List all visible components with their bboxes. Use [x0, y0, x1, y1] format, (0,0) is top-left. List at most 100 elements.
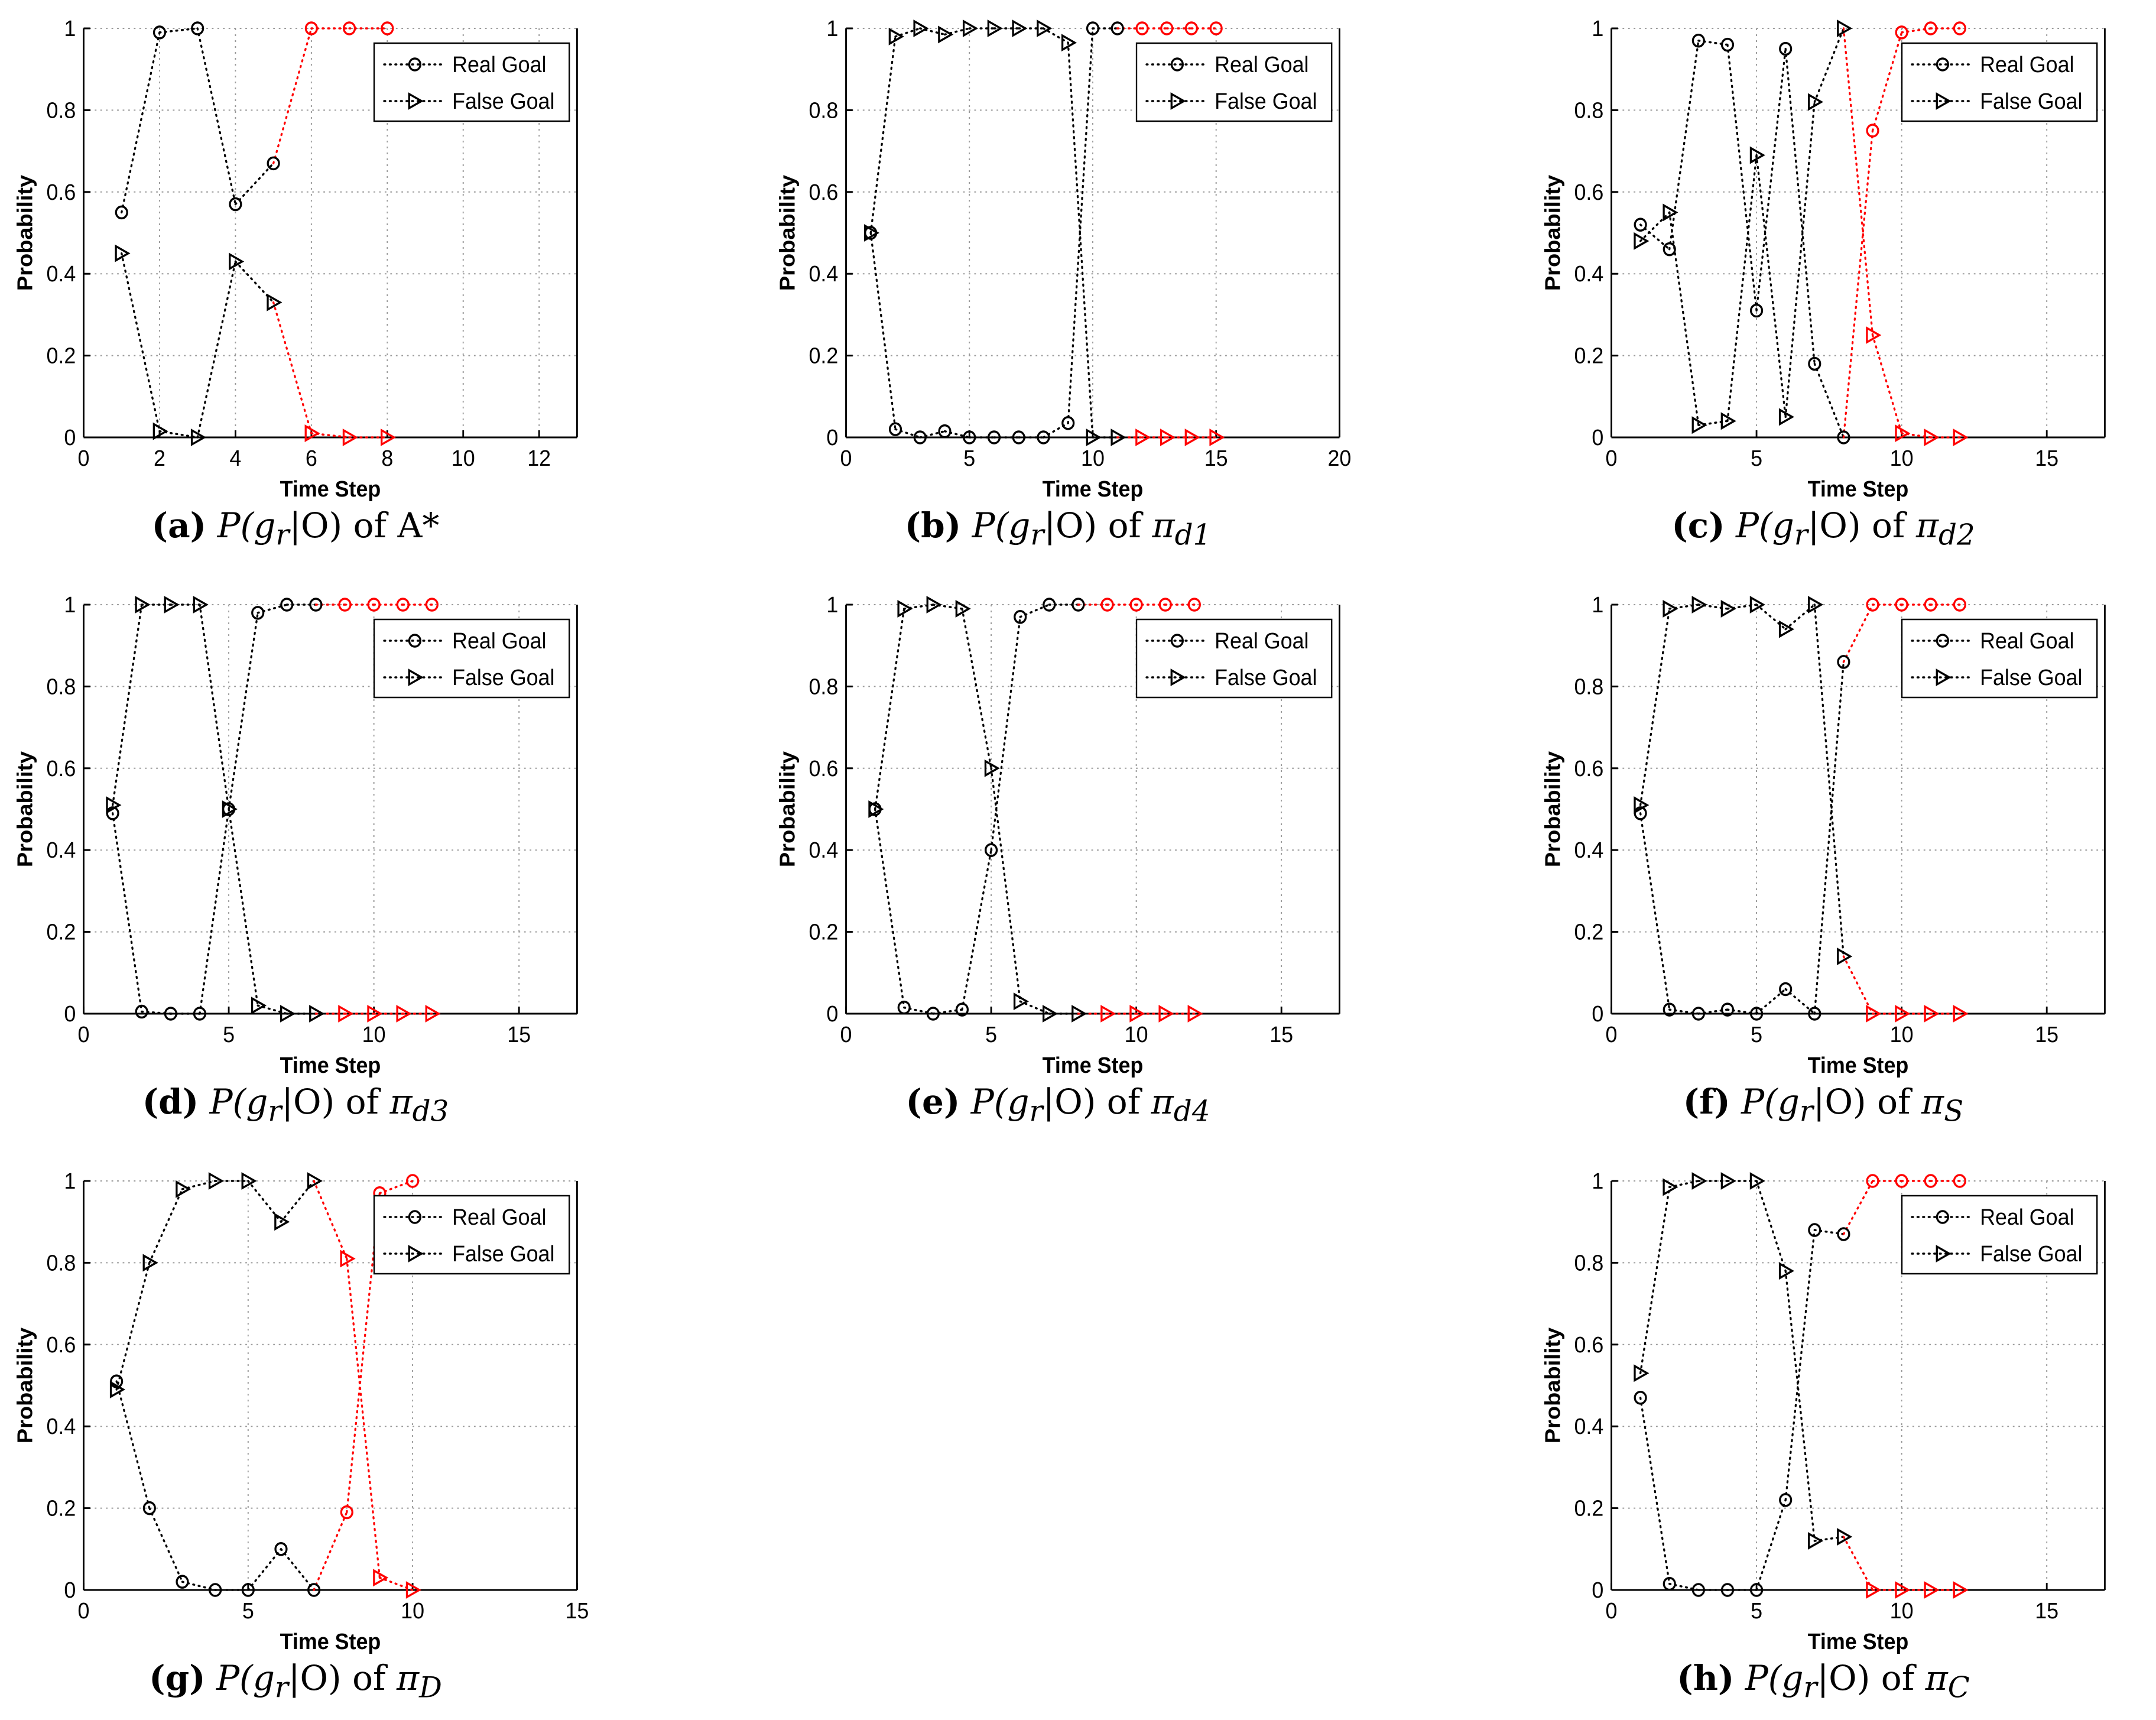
- caption-letter: (h): [1677, 1658, 1735, 1698]
- series-segment: [1842, 1536, 1874, 1591]
- axes: 0 5 10 15 0 0.2 0.4 0.6 0.8 1: [46, 592, 578, 1047]
- grid: [1611, 604, 2105, 1014]
- y-tick-label: 1: [1592, 1169, 1603, 1193]
- series-segment: [1755, 603, 1787, 631]
- x-tick-label: 15: [507, 1022, 531, 1047]
- caption-policy: π: [389, 1082, 413, 1122]
- y-axis-label: Probability: [14, 751, 37, 867]
- series-segment: [346, 1257, 381, 1579]
- x-tick-label: 0: [840, 1022, 852, 1047]
- x-tick-label: 10: [1890, 1022, 1914, 1047]
- legend-box: [373, 1195, 570, 1275]
- data-point: [1691, 1172, 1707, 1190]
- legend-label: Real Goal: [452, 628, 546, 653]
- data-point: [191, 21, 204, 35]
- series-segment: [919, 27, 946, 36]
- x-tick-label: 20: [1327, 446, 1351, 470]
- data-point: [1749, 1007, 1764, 1021]
- data-point: [1720, 1172, 1736, 1190]
- data-point: [1953, 598, 1966, 612]
- legend-marker: [408, 634, 421, 648]
- data-point: [1720, 599, 1736, 618]
- series-segment: [1784, 1270, 1816, 1542]
- caption-expr2: |O) of: [1817, 1658, 1926, 1698]
- series-segment: [247, 1548, 283, 1591]
- data-point: [1100, 598, 1114, 612]
- y-tick-label: 0.6: [808, 180, 838, 205]
- series-segment: [199, 603, 230, 810]
- data-point: [1866, 598, 1879, 612]
- series-segment: [961, 608, 992, 770]
- x-axis-label: Time Step: [1808, 1629, 1909, 1654]
- legend-marker: [1936, 634, 1949, 648]
- series-segment: [1755, 1499, 1787, 1591]
- y-tick-label: 0.2: [46, 1496, 76, 1521]
- data-point: [1895, 1005, 1911, 1023]
- chart-h: 0 5 10 15 0 0.2 0.4 0.6 0.8 1 Time Step Probability…: [1541, 1169, 2106, 1654]
- series-segment: [1639, 1397, 1671, 1585]
- data-point: [1634, 218, 1647, 232]
- legend: Real Goal False Goal: [1135, 618, 1333, 699]
- caption-sub: r: [268, 1095, 282, 1128]
- x-tick-label: 5: [1751, 446, 1762, 470]
- y-tick-label: 0.4: [1574, 838, 1603, 862]
- data-point: [1129, 1005, 1145, 1023]
- data-point: [897, 599, 913, 618]
- x-tick-label: 10: [1890, 446, 1914, 470]
- x-axis-label: Time Step: [280, 1053, 381, 1078]
- caption-expr2: |O) of: [281, 1082, 390, 1122]
- series-segment: [874, 808, 905, 1009]
- caption-letter: (c): [1671, 505, 1725, 546]
- legend-label: False Goal: [1215, 89, 1317, 113]
- data-point: [1209, 429, 1225, 446]
- panel-f: 0 5 10 15 0 0.2 0.4 0.6 0.8 1 Time Step Probability…: [1528, 576, 2119, 1144]
- data-point: [1187, 1005, 1203, 1023]
- series-false-goal: [868, 596, 1203, 1023]
- data-point: [1037, 20, 1053, 37]
- legend-label: False Goal: [1980, 665, 2082, 690]
- x-tick-label: 5: [1751, 1598, 1762, 1623]
- data-point: [164, 1007, 177, 1021]
- series-segment: [1842, 603, 1874, 663]
- y-tick-label: 0: [1592, 425, 1603, 450]
- data-point: [1071, 1005, 1087, 1023]
- y-tick-label: 0: [64, 425, 76, 450]
- caption-policy-sub: C: [1947, 1671, 1970, 1705]
- y-tick-label: 0.8: [46, 674, 76, 699]
- series-segment: [115, 1261, 151, 1391]
- data-point: [1808, 596, 1824, 614]
- x-tick-label: 0: [78, 446, 90, 470]
- panel-h: 0 5 10 15 0 0.2 0.4 0.6 0.8 1 Time Step Probability…: [1528, 1153, 2119, 1720]
- y-tick-label: 0.6: [1574, 756, 1603, 781]
- legend: Real Goal False Goal: [1901, 42, 2098, 122]
- series-segment: [111, 603, 143, 806]
- series-segment: [894, 428, 921, 439]
- data-point: [1895, 424, 1911, 443]
- series-false-goal: [109, 1172, 421, 1599]
- series-segment: [919, 430, 946, 439]
- data-point: [135, 1004, 148, 1019]
- y-tick-label: 0.2: [46, 920, 76, 945]
- caption-sub: r: [1029, 1095, 1043, 1128]
- legend-marker: [1170, 92, 1186, 110]
- data-point: [1924, 21, 1937, 35]
- grid: [1611, 28, 2105, 437]
- legend-label: Real Goal: [1215, 628, 1308, 653]
- legend-box: [1135, 42, 1333, 122]
- data-point: [338, 1005, 354, 1023]
- x-axis-label: Time Step: [1043, 1053, 1144, 1078]
- legend-marker: [1170, 57, 1184, 72]
- caption-letter: (d): [142, 1082, 199, 1122]
- chart-f: 0 5 10 15 0 0.2 0.4 0.6 0.8 1 Time Step Probability…: [1541, 592, 2106, 1078]
- series-false-goal: [106, 596, 441, 1023]
- y-tick-label: 0.6: [46, 756, 76, 781]
- grid: [83, 604, 577, 1014]
- caption-expr: P(g: [217, 505, 276, 546]
- series-segment: [1639, 608, 1671, 806]
- data-point: [913, 20, 929, 37]
- data-point: [1837, 655, 1850, 669]
- data-point: [1663, 1576, 1676, 1591]
- legend-marker: [1936, 1210, 1949, 1224]
- x-tick-label: 15: [565, 1598, 589, 1623]
- series-segment: [1726, 154, 1758, 423]
